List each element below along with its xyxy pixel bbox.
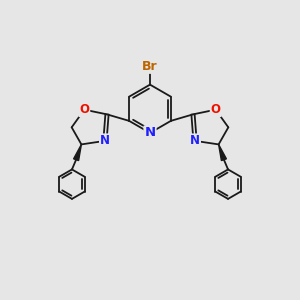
Polygon shape bbox=[219, 144, 226, 160]
Text: O: O bbox=[79, 103, 89, 116]
Text: N: N bbox=[190, 134, 200, 147]
Text: Br: Br bbox=[142, 60, 158, 73]
Polygon shape bbox=[74, 144, 81, 160]
Text: O: O bbox=[211, 103, 221, 116]
Text: N: N bbox=[144, 126, 156, 140]
Text: N: N bbox=[100, 134, 110, 147]
